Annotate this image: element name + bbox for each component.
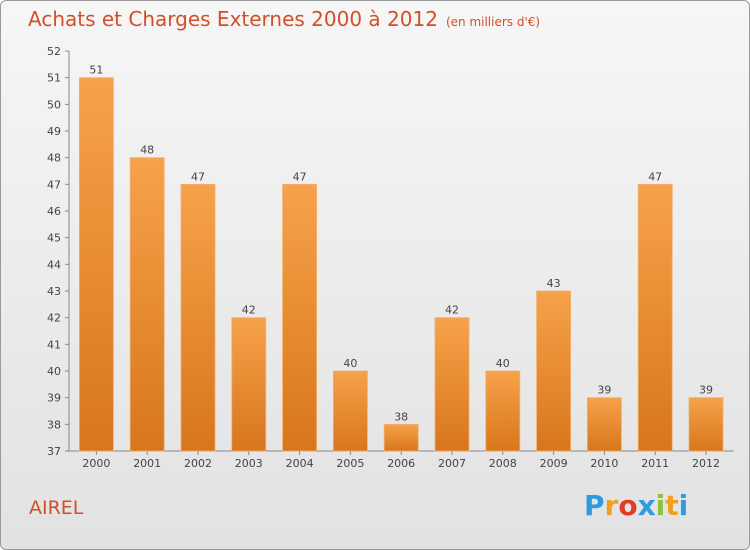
- bar: [485, 370, 521, 452]
- place-name: AIREL: [29, 497, 84, 519]
- bar-value-label: 38: [394, 410, 408, 423]
- y-tick-label: 48: [47, 152, 61, 165]
- y-tick-label: 43: [47, 285, 61, 298]
- bar: [129, 157, 165, 452]
- x-tick-label: 2001: [133, 457, 161, 470]
- bar: [434, 317, 470, 452]
- bar: [536, 290, 571, 452]
- unit-label: (en milliers d'€): [445, 15, 541, 29]
- y-tick-label: 52: [47, 45, 61, 58]
- y-tick-label: 38: [47, 418, 61, 431]
- bar: [231, 317, 267, 452]
- bar: [180, 183, 216, 452]
- bar: [688, 397, 724, 452]
- x-tick-label: 2008: [489, 457, 517, 470]
- x-tick-label: 2009: [540, 457, 568, 470]
- x-tick-label: 2010: [590, 457, 618, 470]
- x-tick-label: 2000: [82, 457, 110, 470]
- logo-letter: t: [665, 489, 679, 522]
- x-tick-label: 2004: [286, 457, 314, 470]
- x-tick-label: 2005: [336, 457, 364, 470]
- bar: [637, 183, 673, 452]
- logo-letter: P: [584, 489, 605, 522]
- y-tick-label: 50: [47, 98, 61, 111]
- title-text: Achats et Charges Externes 2000 à 2012: [28, 7, 438, 31]
- x-tick-label: 2003: [235, 457, 263, 470]
- logo-letter: o: [618, 489, 638, 522]
- bar-value-label: 47: [293, 170, 307, 183]
- bar-value-label: 42: [445, 304, 459, 317]
- x-tick-label: 2002: [184, 457, 212, 470]
- y-tick-label: 46: [47, 205, 61, 218]
- logo-letter: r: [604, 489, 619, 522]
- bar-value-label: 39: [597, 384, 611, 397]
- logo-letter: i: [678, 489, 689, 522]
- bar-value-label: 47: [648, 170, 662, 183]
- bar-value-label: 39: [699, 384, 713, 397]
- bar-value-label: 47: [191, 170, 205, 183]
- chart-title: Achats et Charges Externes 2000 à 2012 (e…: [28, 7, 540, 31]
- x-tick-label: 2012: [692, 457, 720, 470]
- y-tick-label: 42: [47, 312, 61, 325]
- proxiti-logo: Proxiti: [584, 489, 688, 522]
- bar-value-label: 42: [242, 304, 256, 317]
- bar: [383, 423, 419, 452]
- bar: [332, 370, 368, 452]
- y-tick-label: 44: [47, 258, 61, 271]
- bar: [587, 397, 622, 452]
- x-tick-label: 2007: [438, 457, 466, 470]
- bar: [282, 183, 318, 452]
- x-tick-label: 2006: [387, 457, 415, 470]
- logo-letter: x: [637, 489, 656, 522]
- y-tick-label: 51: [47, 72, 61, 85]
- bar-value-label: 43: [547, 277, 561, 290]
- y-tick-label: 45: [47, 232, 61, 245]
- y-tick-label: 40: [47, 365, 61, 378]
- logo-letter: i: [655, 489, 666, 522]
- y-tick-label: 39: [47, 392, 61, 405]
- x-tick-label: 2011: [641, 457, 669, 470]
- y-tick-label: 37: [47, 445, 61, 458]
- y-tick-label: 49: [47, 125, 61, 138]
- y-tick-label: 47: [47, 178, 61, 191]
- bar-value-label: 40: [496, 357, 510, 370]
- bar-value-label: 51: [89, 64, 103, 77]
- bar: [79, 77, 114, 452]
- bar-value-label: 48: [140, 144, 154, 157]
- bar-value-label: 40: [343, 357, 357, 370]
- y-tick-label: 41: [47, 338, 61, 351]
